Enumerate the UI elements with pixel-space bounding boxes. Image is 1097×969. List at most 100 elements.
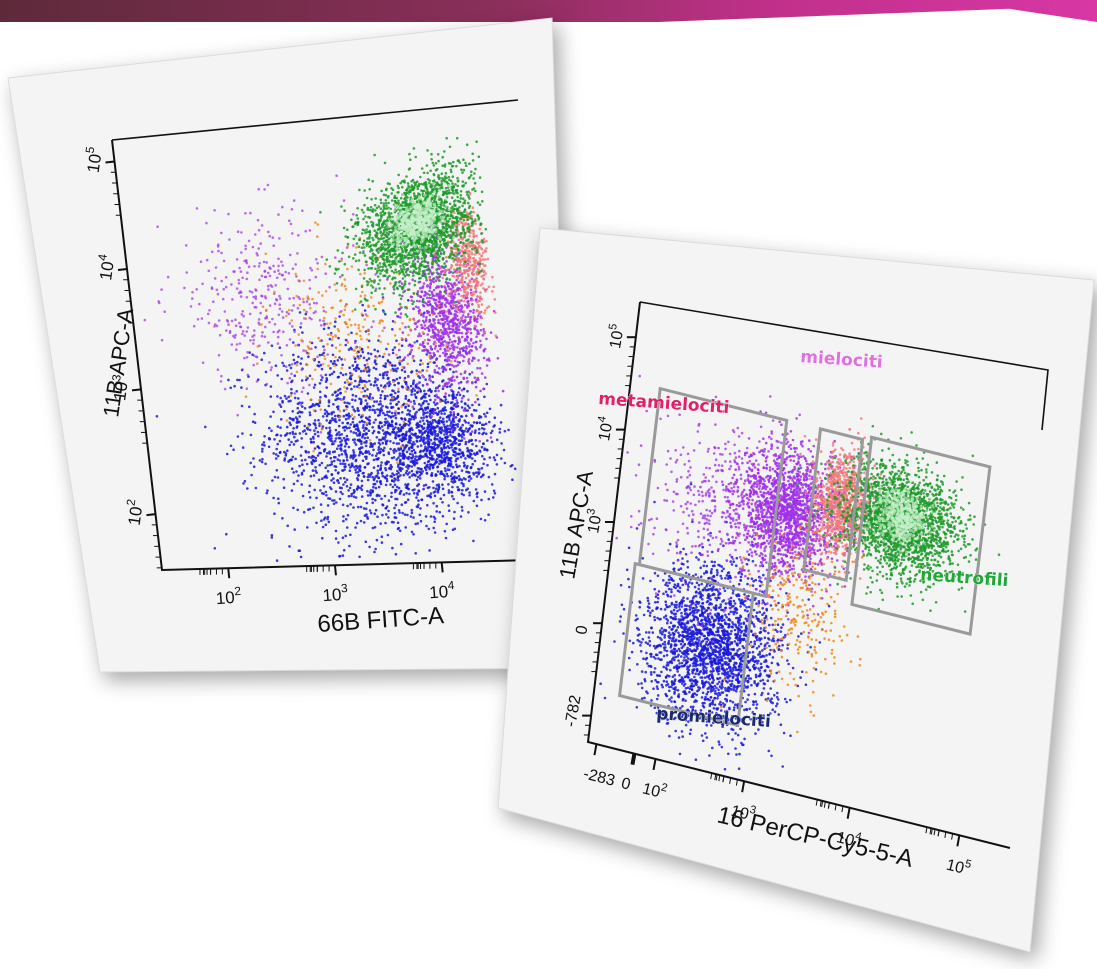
point-blue: [472, 539, 475, 543]
point-blue: [408, 446, 411, 450]
point-salmon: [478, 265, 482, 268]
point-blue: [390, 491, 393, 495]
point-salmon: [462, 288, 466, 291]
point-blue: [361, 426, 365, 429]
point-purple: [483, 347, 487, 351]
point-salmon: [471, 293, 474, 297]
point-orange: [256, 345, 260, 348]
point-purple: [474, 290, 478, 293]
point-blue: [286, 524, 290, 528]
point-blue: [371, 454, 374, 457]
point-blue: [371, 526, 375, 530]
point-blue: [412, 448, 416, 452]
point-orange: [345, 322, 348, 326]
point-green: [467, 230, 471, 233]
point-orange: [358, 329, 362, 333]
point-blue: [347, 445, 351, 449]
point-salmon: [463, 269, 466, 272]
point-orange: [312, 409, 316, 412]
point-blue: [433, 437, 437, 441]
point-salmon: [469, 257, 472, 260]
point-blue: [372, 429, 376, 433]
point-green: [325, 258, 329, 261]
point-purple: [452, 295, 456, 299]
point-blue: [297, 549, 301, 552]
point-blue: [283, 410, 286, 413]
point-blue: [400, 503, 404, 507]
point-blue: [308, 413, 312, 417]
point-purple: [342, 199, 346, 202]
point-blue: [490, 440, 494, 444]
point-blue: [408, 476, 412, 479]
point-purple: [255, 380, 259, 383]
point-blue: [470, 438, 474, 442]
point-blue: [361, 452, 365, 456]
point-blue: [381, 404, 384, 408]
point-blue: [274, 364, 278, 368]
point-purple: [288, 253, 292, 257]
point-purple: [245, 296, 249, 299]
point-blue: [408, 413, 412, 417]
point-purple: [160, 288, 163, 291]
point-blue: [468, 427, 472, 430]
point-blue: [391, 398, 395, 402]
point-blue: [483, 490, 487, 493]
point-blue: [306, 426, 309, 430]
point-purple: [411, 278, 415, 282]
point-blue: [472, 499, 476, 503]
point-purple: [278, 237, 281, 240]
point-purple: [397, 308, 401, 311]
point-purple: [230, 319, 234, 323]
point-blue: [415, 369, 419, 373]
point-blue: [356, 385, 359, 388]
point-purple: [408, 282, 411, 285]
point-blue: [392, 456, 396, 459]
point-purple: [471, 414, 474, 418]
point-blue: [359, 505, 363, 509]
point-purple: [260, 334, 264, 338]
point-blue: [243, 479, 247, 483]
point-purple: [238, 266, 241, 270]
point-green: [414, 155, 418, 159]
point-blue: [324, 490, 328, 494]
point-blue: [483, 519, 487, 522]
point-blue: [290, 380, 293, 384]
point-salmon: [461, 246, 464, 250]
point-blue: [321, 415, 325, 418]
point-blue: [394, 422, 398, 426]
point-orange: [419, 311, 422, 315]
point-purple: [432, 318, 435, 321]
point-purple: [270, 366, 273, 369]
point-blue: [312, 506, 315, 510]
point-purple: [471, 303, 474, 306]
point-blue: [411, 428, 414, 432]
point-blue: [428, 465, 432, 469]
point-orange: [329, 321, 332, 325]
point-blue: [264, 370, 268, 374]
point-blue: [454, 447, 457, 450]
point-purple: [257, 247, 261, 250]
point-blue: [366, 388, 369, 391]
point-orange: [346, 245, 350, 248]
point-blue: [313, 432, 317, 436]
point-blue: [325, 377, 329, 380]
point-blue: [356, 407, 360, 410]
point-green: [381, 233, 385, 236]
point-blue: [376, 414, 380, 417]
point-purple: [235, 258, 239, 261]
point-green: [383, 287, 386, 290]
point-blue: [397, 400, 400, 404]
point-blue: [345, 413, 349, 417]
point-salmon: [466, 257, 470, 261]
point-orange: [400, 445, 403, 448]
point-purple: [437, 367, 441, 370]
point-blue: [443, 475, 447, 478]
point-purple: [295, 275, 298, 278]
point-purple: [326, 353, 330, 356]
point-blue: [384, 435, 387, 439]
point-blue: [481, 454, 484, 458]
point-purple: [160, 338, 164, 342]
point-purple: [291, 325, 294, 328]
point-purple: [443, 339, 447, 343]
point-blue: [322, 351, 326, 355]
